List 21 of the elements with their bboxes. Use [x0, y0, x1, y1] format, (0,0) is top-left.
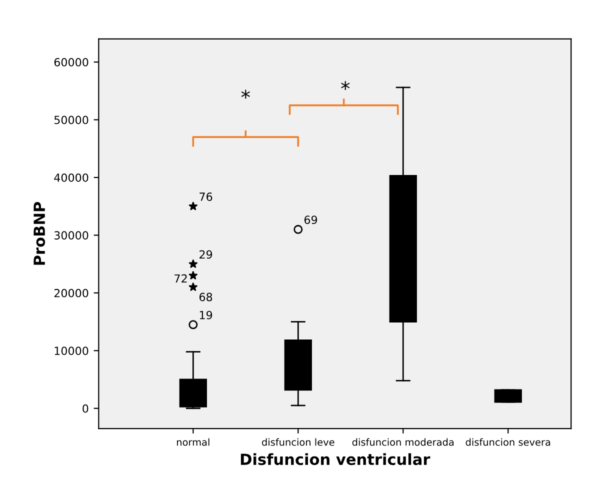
- annotation: *: [241, 90, 250, 99]
- annotation: 29: [200, 250, 212, 259]
- annotation: 69: [304, 216, 318, 224]
- y-tick-label: 50000: [54, 116, 88, 124]
- x-tick-label: disfuncion leve: [262, 438, 334, 446]
- y-tick-label: 0: [82, 404, 88, 413]
- annotation: *: [341, 81, 350, 90]
- x-tick-label: normal: [177, 438, 210, 446]
- y-axis-title: ProBNP: [34, 202, 46, 265]
- y-tick-label: 60000: [54, 58, 88, 66]
- y-tick-label: 10000: [54, 346, 88, 356]
- x-tick-label: disfuncion moderada: [352, 438, 454, 446]
- annotation: 76: [200, 192, 212, 201]
- y-tick-label: 20000: [54, 288, 88, 298]
- annotation: 68: [199, 292, 212, 302]
- annotation: 72: [174, 274, 187, 283]
- y-tick-label: 30000: [54, 231, 88, 240]
- y-tick-label: 40000: [54, 173, 88, 182]
- annotation: 19: [200, 310, 212, 320]
- x-axis-title: Disfuncion ventricular: [240, 453, 430, 466]
- x-tick-label: disfuncion severa: [466, 438, 550, 446]
